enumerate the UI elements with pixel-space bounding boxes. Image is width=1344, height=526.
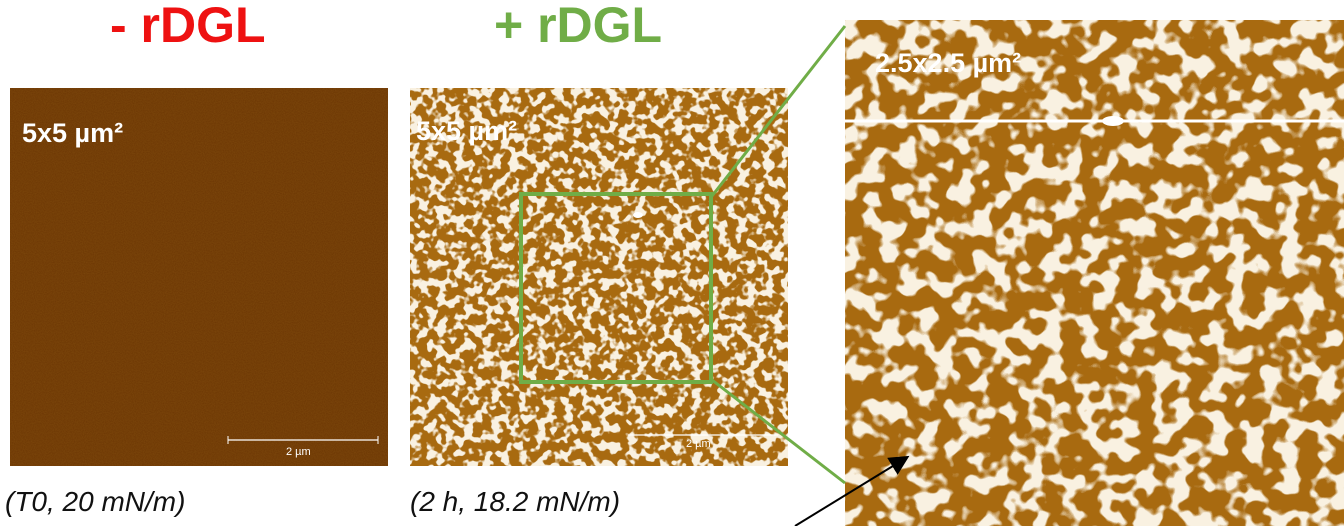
scale-bar-label: 2 µm	[686, 438, 711, 450]
afm-image-rdgl: 5x5 µm² 2 µm	[410, 88, 788, 466]
scan-size-label: 2.5x2.5 µm²	[875, 48, 1022, 78]
afm-image-zoom: 2.5x2.5 µm²	[845, 20, 1344, 526]
afm-control-texture	[10, 88, 388, 466]
minus-rdgl-title: - rDGL	[110, 0, 266, 53]
afm-image-control: 5x5 µm² 2 µm	[10, 88, 388, 466]
scale-bar-label: 2 µm	[286, 446, 311, 458]
scan-size-label: 5x5 µm²	[22, 118, 124, 148]
plus-rdgl-title: + rDGL	[494, 0, 663, 53]
afm-zoom-texture	[845, 20, 1344, 526]
caption-control-conditions: (T0, 20 mN/m)	[5, 486, 186, 517]
scan-size-label: 5x5 µm²	[416, 116, 518, 146]
caption-rdgl-conditions: (2 h, 18.2 mN/m)	[410, 486, 621, 517]
zoom-region-box	[519, 192, 713, 384]
